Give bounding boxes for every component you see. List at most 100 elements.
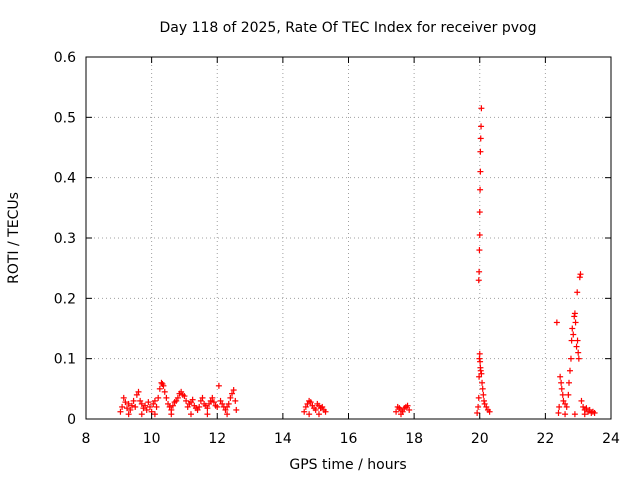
data-point bbox=[165, 400, 172, 407]
data-point bbox=[568, 337, 575, 344]
data-point bbox=[217, 397, 224, 404]
data-point bbox=[570, 331, 577, 338]
data-point bbox=[156, 385, 163, 392]
axes: 8 10 12 14 16 18 20 22 24 0 0.1 0.2 0.3 0.4 0.5 0.6 bbox=[54, 50, 620, 447]
data-point bbox=[476, 350, 483, 357]
data-point bbox=[178, 388, 185, 395]
data-point bbox=[478, 370, 485, 377]
data-point bbox=[189, 396, 196, 403]
data-point bbox=[150, 400, 157, 407]
y-tick-label: 0.3 bbox=[54, 231, 76, 247]
data-point bbox=[229, 390, 236, 397]
data-point bbox=[562, 400, 569, 407]
x-tick-label: 10 bbox=[143, 431, 161, 447]
data-point bbox=[188, 411, 194, 418]
data-point bbox=[143, 406, 150, 413]
y-tick-label: 0.4 bbox=[54, 171, 76, 187]
x-tick-label: 12 bbox=[208, 431, 226, 447]
data-point bbox=[169, 402, 176, 409]
data-point bbox=[224, 411, 231, 418]
data-point bbox=[575, 355, 582, 362]
data-point bbox=[404, 402, 411, 409]
x-tick-label: 24 bbox=[602, 431, 620, 447]
data-point bbox=[151, 397, 158, 404]
data-point bbox=[207, 397, 214, 404]
data-point bbox=[477, 148, 484, 155]
data-point bbox=[591, 409, 598, 416]
data-point bbox=[158, 379, 165, 386]
grid-lines bbox=[86, 57, 611, 419]
data-point bbox=[302, 403, 309, 410]
data-point bbox=[406, 406, 413, 413]
data-point bbox=[130, 397, 137, 404]
data-point bbox=[125, 400, 132, 407]
data-point bbox=[572, 319, 579, 326]
data-point bbox=[583, 405, 590, 412]
data-point bbox=[574, 289, 581, 296]
data-point bbox=[215, 382, 222, 389]
data-point bbox=[153, 403, 160, 410]
x-tick-label: 16 bbox=[340, 431, 358, 447]
data-point bbox=[315, 411, 322, 418]
data-point bbox=[474, 409, 481, 416]
data-point bbox=[219, 400, 226, 407]
data-point bbox=[184, 403, 191, 410]
data-point bbox=[128, 402, 135, 409]
data-point bbox=[475, 403, 482, 410]
data-point bbox=[306, 411, 313, 418]
data-point bbox=[476, 231, 483, 238]
data-point bbox=[199, 394, 206, 401]
data-point bbox=[571, 313, 578, 320]
data-point bbox=[174, 394, 181, 401]
data-point bbox=[477, 358, 484, 365]
data-point bbox=[478, 123, 485, 130]
data-point bbox=[230, 387, 237, 394]
y-tick-label: 0.1 bbox=[54, 352, 76, 368]
data-point bbox=[196, 403, 203, 410]
data-point bbox=[475, 394, 482, 401]
data-point bbox=[163, 394, 170, 401]
data-point bbox=[566, 379, 572, 386]
data-point bbox=[574, 337, 581, 344]
data-point bbox=[138, 400, 145, 407]
data-point bbox=[304, 400, 311, 407]
data-point bbox=[124, 405, 131, 412]
data-point bbox=[127, 406, 134, 413]
data-point bbox=[210, 399, 217, 406]
data-point bbox=[481, 397, 488, 404]
data-point bbox=[194, 406, 201, 413]
data-point bbox=[478, 105, 485, 112]
data-point bbox=[483, 403, 490, 410]
data-point bbox=[155, 394, 162, 401]
data-point bbox=[476, 209, 483, 216]
data-point bbox=[145, 399, 152, 406]
x-tick-label: 22 bbox=[536, 431, 554, 447]
data-point bbox=[586, 406, 593, 413]
data-point bbox=[576, 274, 583, 281]
data-point bbox=[566, 367, 573, 374]
data-point bbox=[146, 403, 153, 410]
data-point bbox=[125, 411, 132, 418]
data-point bbox=[557, 373, 564, 380]
data-point bbox=[476, 268, 483, 275]
data-point bbox=[227, 394, 234, 401]
y-tick-label: 0.6 bbox=[54, 50, 76, 66]
data-point bbox=[477, 135, 484, 142]
data-point bbox=[319, 403, 326, 410]
data-point bbox=[214, 403, 221, 410]
data-point bbox=[480, 391, 487, 398]
data-point bbox=[567, 355, 574, 362]
data-point bbox=[475, 277, 482, 284]
data-point bbox=[301, 408, 308, 415]
data-point bbox=[580, 403, 587, 410]
data-points bbox=[117, 105, 598, 418]
x-tick-label: 18 bbox=[405, 431, 423, 447]
x-tick-label: 8 bbox=[82, 431, 91, 447]
y-tick-label: 0.5 bbox=[54, 110, 76, 126]
x-tick-label: 14 bbox=[274, 431, 292, 447]
data-point bbox=[477, 186, 484, 193]
data-point bbox=[555, 409, 562, 416]
data-point bbox=[477, 367, 484, 374]
data-point bbox=[224, 403, 231, 410]
